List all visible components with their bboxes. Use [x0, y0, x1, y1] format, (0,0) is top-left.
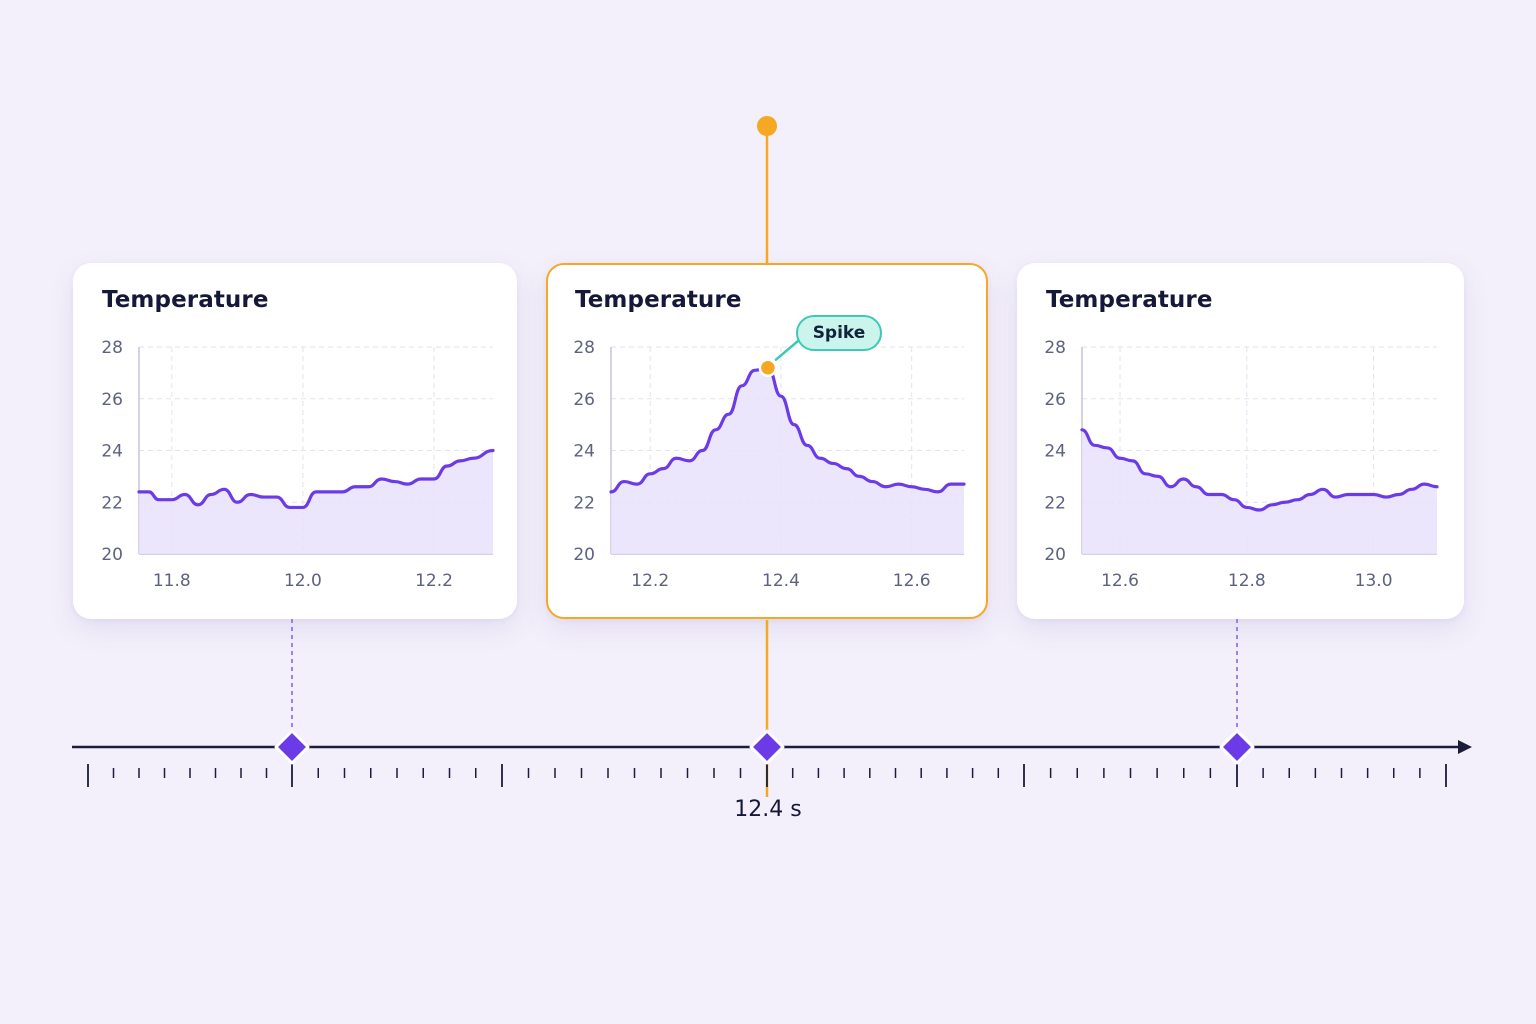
y-tick-label: 20	[1044, 545, 1066, 565]
spike-point	[758, 357, 777, 377]
y-tick-label: 24	[1044, 442, 1066, 462]
y-tick-label: 22	[573, 493, 595, 513]
x-tick-label: 12.8	[1228, 571, 1266, 591]
x-tick-label: 12.6	[1101, 571, 1139, 591]
chart-card-2-selected[interactable]: Temperature 20 22 24 26 28 12.2 12.4 12.6 Spike	[546, 263, 988, 619]
x-tick-label: 13.0	[1355, 571, 1393, 591]
y-tick-label: 26	[573, 389, 595, 409]
selected-anchor-dot	[757, 116, 777, 136]
y-tick-label: 26	[1044, 390, 1066, 410]
y-tick-label: 28	[573, 338, 595, 358]
timeline-arrowhead	[1458, 740, 1472, 754]
y-tick-label: 20	[573, 545, 595, 565]
series-area-fill	[610, 367, 964, 554]
connectors	[291, 116, 1238, 797]
diamond-marker-icon[interactable]	[274, 729, 310, 765]
diamond-marker-icon[interactable]	[749, 729, 785, 765]
series-line	[1080, 428, 1439, 512]
x-tick-label: 11.8	[153, 571, 191, 591]
chart-title: Temperature	[575, 287, 742, 313]
series-area-fill	[139, 450, 493, 554]
y-tick-label: 22	[101, 493, 123, 513]
chart-title: Temperature	[102, 287, 269, 313]
y-tick-label: 26	[101, 390, 123, 410]
chart-card-1[interactable]: Temperature 20 22 24 26 28 11.8 12.0 12.2	[73, 263, 517, 619]
spike-annotation: Spike	[796, 315, 882, 351]
x-tick-label: 12.2	[631, 571, 669, 591]
series-line	[608, 365, 966, 493]
timeline-markers	[274, 729, 1255, 765]
diamond-marker-icon[interactable]	[1219, 729, 1255, 765]
current-time-label: 12.4 s	[734, 797, 802, 822]
chart-title: Temperature	[1046, 287, 1213, 313]
series-line	[137, 448, 495, 510]
y-tick-label: 28	[101, 338, 123, 358]
x-tick-label: 12.0	[284, 571, 322, 591]
y-tick-label: 24	[101, 442, 123, 462]
y-tick-label: 22	[1044, 493, 1066, 513]
x-tick-label: 12.2	[415, 571, 453, 591]
y-tick-label: 20	[101, 545, 123, 565]
y-tick-label: 28	[1044, 338, 1066, 358]
callout-leader	[774, 339, 799, 361]
temperature-chart-3: 20 22 24 26 28 12.6 12.8 13.0	[1044, 338, 1439, 591]
series-area-fill	[1082, 429, 1437, 554]
temperature-chart-1: 20 22 24 26 28 11.8 12.0 12.2	[101, 338, 495, 591]
x-tick-label: 12.6	[892, 571, 930, 591]
chart-card-3[interactable]: Temperature 20 22 24 26 28 12.6 12.8 13.0	[1017, 263, 1464, 619]
temperature-chart-2: 20 22 24 26 28 12.2 12.4 12.6	[573, 338, 966, 591]
y-tick-label: 24	[573, 441, 595, 461]
timeline-ticks	[87, 764, 1447, 787]
x-tick-label: 12.4	[762, 571, 800, 591]
